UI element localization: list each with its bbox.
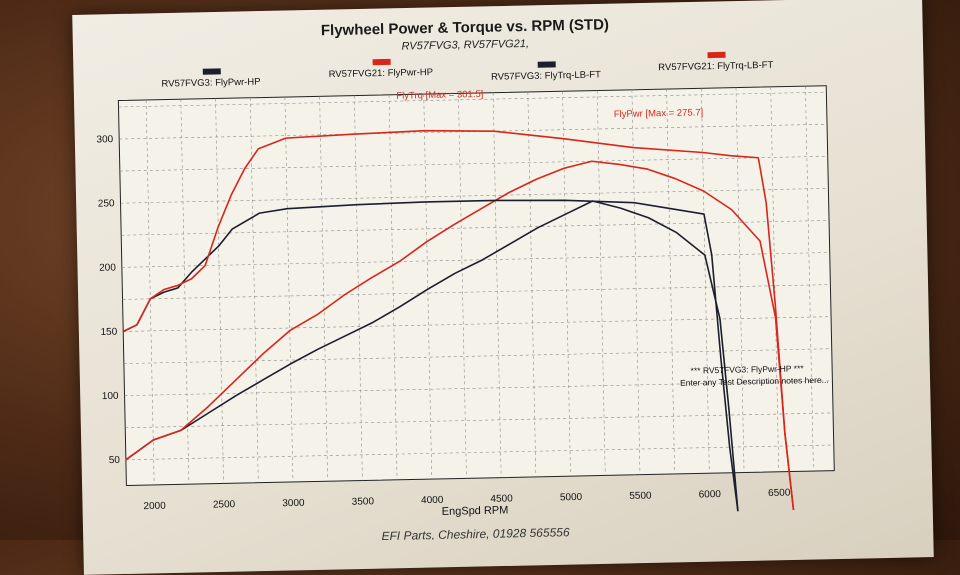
chart-subtitle: RV57FVG3, RV57FVG21,: [401, 38, 529, 53]
series-line-2: [125, 160, 795, 511]
grid-line-v: [388, 94, 398, 480]
legend-swatch: [372, 58, 391, 66]
x-axis-label: EngSpd RPM: [442, 504, 509, 517]
x-tick-label: 5500: [629, 490, 652, 501]
series-line-4: [122, 129, 795, 511]
grid-line-h: [120, 188, 829, 204]
x-tick-label: 3500: [352, 496, 375, 507]
grid-line-v: [423, 94, 433, 480]
grid-line-v: [770, 86, 780, 472]
x-tick-label: 5000: [560, 492, 583, 503]
legend-label: RV57FVG21: FlyTrq-LB-FT: [658, 60, 773, 73]
chart-title: Flywheel Power & Torque vs. RPM (STD): [321, 16, 609, 39]
series-line-1: [125, 200, 739, 512]
y-tick-label: 50: [109, 455, 121, 466]
legend-label: RV57FVG21: FlyPwr-HP: [329, 67, 434, 80]
grid-line-v: [562, 91, 571, 477]
series-line-3: [122, 199, 739, 512]
x-tick-label: 3000: [282, 498, 305, 509]
legend-swatch: [707, 51, 726, 59]
x-axis: 2000 2500 3000 3500 4000 4500 5000 5500 6000 6500: [143, 488, 790, 513]
x-tick-label: 6500: [768, 488, 791, 499]
grid-line-h: [123, 316, 832, 332]
legend-label: RV57FVG3: FlyTrq-LB-FT: [491, 69, 601, 82]
grid-line-v: [492, 92, 502, 478]
grid-line-v: [215, 98, 224, 484]
grid-line-h: [121, 220, 830, 236]
y-tick-label: 150: [100, 327, 117, 338]
x-tick-label: 6000: [699, 489, 722, 500]
grid-line-h: [125, 444, 834, 461]
legend-label: RV57FVG3: FlyPwr-HP: [161, 77, 260, 90]
grid-line-v: [527, 91, 537, 477]
grid-line-h: [124, 380, 833, 396]
grid-line-v: [249, 97, 259, 483]
footer-text: EFI Parts, Cheshire, 01928 565556: [381, 525, 570, 540]
test-notes: Enter any Test Description notes here...: [680, 375, 829, 388]
legend-swatch: [537, 61, 556, 68]
grid-line-h: [118, 91, 827, 108]
grid-line-v: [354, 95, 363, 481]
plot-area: [117, 85, 835, 486]
grid-line-h: [123, 348, 832, 364]
grid-line-v: [284, 97, 294, 482]
grid-line-v: [805, 86, 814, 472]
grid-line-v: [145, 99, 155, 485]
grid-line-h: [119, 155, 828, 172]
series-lines: [122, 129, 795, 512]
power-max-label: FlyPwr [Max = 275.7]: [614, 107, 704, 120]
legend: RV57FVG3: FlyPwr-HP RV57FVG21: FlyPwr-HP R…: [161, 51, 774, 90]
torque-max-label: FlyTrq [Max = 301.5]: [396, 89, 483, 102]
y-tick-label: 200: [99, 262, 116, 273]
x-tick-label: 4000: [421, 495, 444, 506]
test-series-label: *** RV57FVG3: FlyPwr-HP ***: [691, 363, 805, 375]
grid-line-v: [701, 88, 710, 474]
y-axis: 50 100 150 200 250 300: [96, 134, 120, 466]
legend-swatch: [202, 68, 221, 75]
grid-line-v: [666, 89, 675, 474]
x-tick-label: 2000: [143, 501, 166, 512]
grid: [118, 86, 834, 485]
dyno-chart: Flywheel Power & Torque vs. RPM (STD) RV…: [96, 16, 835, 540]
y-tick-label: 250: [98, 198, 115, 209]
x-tick-label: 2500: [213, 499, 236, 510]
y-tick-label: 100: [102, 391, 119, 402]
grid-line-v: [735, 87, 745, 473]
y-tick-label: 300: [96, 134, 113, 145]
grid-line-v: [596, 90, 606, 476]
x-tick-label: 4500: [490, 493, 513, 504]
grid-line-v: [631, 89, 641, 475]
grid-line-v: [458, 93, 467, 479]
grid-line-v: [180, 99, 190, 485]
grid-line-h: [125, 412, 834, 429]
grid-line-v: [319, 96, 328, 482]
